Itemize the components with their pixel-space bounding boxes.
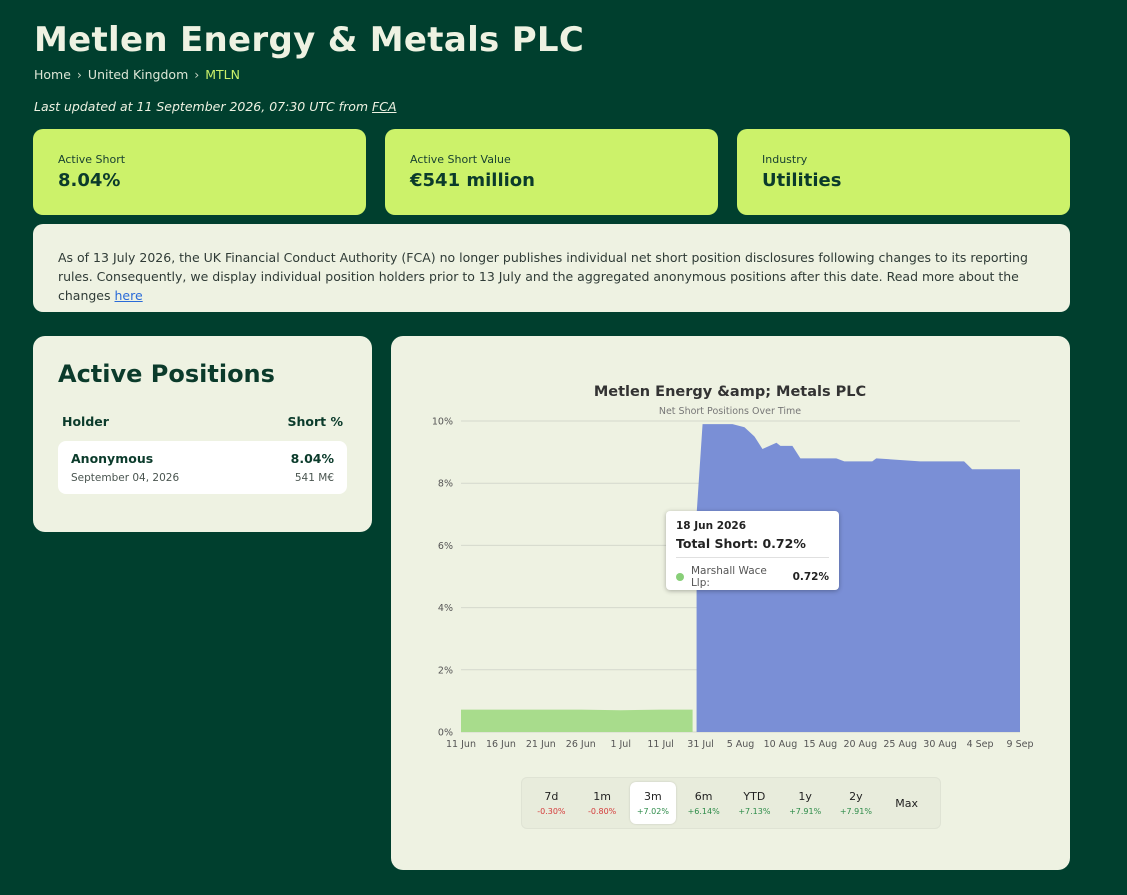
position-row[interactable]: Anonymous 8.04% September 04, 2026 541 M… — [58, 441, 347, 494]
y-tick-label: 6% — [438, 541, 453, 552]
x-tick-label: 5 Aug — [727, 739, 755, 750]
breadcrumb-ticker: MTLN — [205, 67, 241, 82]
range-change: +7.91% — [839, 807, 872, 816]
short-column-header: Short % — [287, 414, 343, 429]
stat-value: Utilities — [762, 170, 842, 191]
short-percent: 8.04% — [290, 451, 334, 466]
x-tick-label: 11 Jun — [446, 739, 476, 750]
y-tick-label: 4% — [438, 603, 453, 614]
range-change: -0.80% — [587, 807, 617, 816]
last-updated-text: Last updated at 11 September 2026, 07:30… — [34, 99, 373, 114]
short-positions-chart[interactable]: Metlen Energy &amp; Metals PLC Net Short… — [391, 336, 1070, 870]
source-link[interactable]: FCA — [372, 99, 397, 114]
chart-title: Metlen Energy &amp; Metals PLC — [594, 384, 866, 400]
x-tick-label: 11 Jul — [647, 739, 674, 750]
range-6m-button[interactable]: 6m +6.14% — [680, 782, 727, 824]
stat-active-short: Active Short 8.04% — [33, 129, 366, 215]
x-tick-label: 25 Aug — [883, 739, 917, 750]
breadcrumb-separator: › — [194, 67, 200, 82]
x-tick-label: 4 Sep — [967, 739, 994, 750]
range-label: 6m — [694, 790, 713, 803]
y-tick-label: 8% — [438, 479, 453, 490]
range-change: -0.30% — [537, 807, 566, 816]
x-tick-label: 15 Aug — [804, 739, 838, 750]
stat-label: Active Short Value — [410, 153, 511, 166]
chart-card: Metlen Energy &amp; Metals PLC Net Short… — [391, 336, 1070, 870]
range-label: 3m — [644, 790, 662, 803]
x-tick-label: 20 Aug — [843, 739, 877, 750]
range-change: +7.91% — [789, 807, 822, 816]
series-area-anonymous[interactable] — [696, 424, 1020, 732]
stat-active-short-value: Active Short Value €541 million — [385, 129, 718, 215]
position-value: 541 M€ — [294, 472, 334, 484]
holder-name: Anonymous — [71, 451, 154, 466]
position-date: September 04, 2026 — [71, 472, 180, 484]
x-tick-label: 21 Jun — [526, 739, 556, 750]
range-change: +7.13% — [738, 807, 771, 816]
range-2y-button[interactable]: 2y +7.91% — [833, 782, 880, 824]
range-1m-button[interactable]: 1m -0.80% — [579, 782, 626, 824]
x-tick-label: 1 Jul — [610, 739, 631, 750]
range-label: 7d — [544, 790, 559, 803]
y-tick-label: 2% — [438, 665, 453, 676]
stat-label: Active Short — [58, 153, 126, 166]
range-change: +7.02% — [636, 807, 669, 816]
range-max-button[interactable]: Max — [883, 782, 930, 824]
y-tick-label: 10% — [432, 417, 453, 428]
range-3m-button[interactable]: 3m +7.02% — [629, 782, 677, 824]
x-tick-label: 10 Aug — [764, 739, 798, 750]
x-tick-label: 26 Jun — [566, 739, 596, 750]
x-tick-label: 31 Jul — [687, 739, 714, 750]
x-tick-label: 30 Aug — [923, 739, 957, 750]
last-updated: Last updated at 11 September 2026, 07:30… — [34, 99, 397, 114]
tooltip-holder-value: 0.72% — [792, 571, 829, 583]
breadcrumb-separator: › — [76, 67, 82, 82]
range-label: 2y — [849, 790, 863, 803]
range-1y-button[interactable]: 1y +7.91% — [782, 782, 829, 824]
holder-column-header: Holder — [62, 414, 109, 429]
series-area-marshall[interactable] — [461, 709, 693, 732]
x-tick-label: 9 Sep — [1007, 739, 1034, 750]
range-label: 1m — [593, 790, 611, 803]
stat-value: €541 million — [410, 170, 535, 191]
chart-tooltip: 18 Jun 2026 Total Short: 0.72% Marshall … — [666, 511, 839, 590]
stat-industry: Industry Utilities — [737, 129, 1070, 215]
positions-title: Active Positions — [58, 360, 275, 388]
tooltip-holder: Marshall Wace Llp: — [690, 565, 767, 589]
chart-subtitle: Net Short Positions Over Time — [659, 406, 801, 417]
x-tick-label: 16 Jun — [486, 739, 516, 750]
range-change: +6.14% — [687, 807, 720, 816]
breadcrumb-country[interactable]: United Kingdom — [87, 67, 189, 82]
range-selector: 7d -0.30% 1m -0.80% 3m +7.02% 6m +6.14% … — [521, 777, 941, 829]
range-label: Max — [895, 796, 918, 810]
tooltip-holder-row: Marshall Wace Llp: 0.72% — [676, 565, 829, 589]
active-positions-card: Active Positions Holder Short % Anonymou… — [33, 336, 372, 532]
range-label: 1y — [798, 790, 812, 803]
stat-label: Industry — [762, 153, 808, 166]
series-dot-icon — [676, 573, 684, 581]
stat-value: 8.04% — [58, 170, 121, 191]
range-label: YTD — [743, 790, 766, 803]
y-tick-label: 0% — [438, 728, 453, 739]
fca-notice: As of 13 July 2026, the UK Financial Con… — [33, 224, 1070, 312]
notice-link[interactable]: here — [114, 288, 143, 303]
breadcrumb-home[interactable]: Home — [34, 67, 71, 82]
range-ytd-button[interactable]: YTD +7.13% — [731, 782, 778, 824]
notice-text: As of 13 July 2026, the UK Financial Con… — [58, 250, 1028, 303]
tooltip-total: Total Short: 0.72% — [676, 536, 829, 558]
positions-header: Holder Short % — [58, 414, 347, 429]
tooltip-date: 18 Jun 2026 — [676, 520, 747, 532]
breadcrumb: Home › United Kingdom › MTLN — [34, 67, 240, 82]
page-title: Metlen Energy & Metals PLC — [34, 20, 585, 60]
range-7d-button[interactable]: 7d -0.30% — [528, 782, 575, 824]
